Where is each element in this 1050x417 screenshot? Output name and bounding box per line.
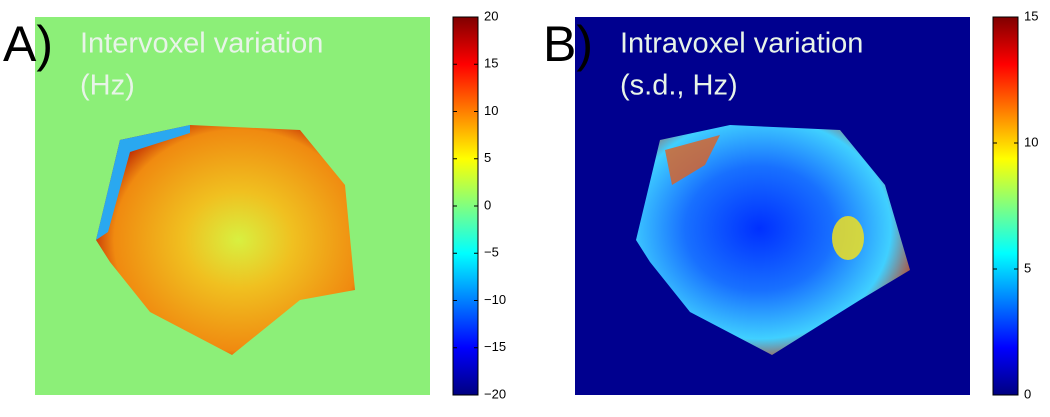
colorbar-frame: [452, 16, 479, 396]
colorbar-tick-label: 5: [484, 150, 491, 165]
panel-title: (Hz): [80, 70, 135, 102]
panel-a-image: [35, 17, 430, 395]
colorbar-tick-label: −10: [484, 292, 506, 307]
panel-label: B): [543, 16, 593, 72]
colorbar-tick-label: 5: [1024, 260, 1031, 275]
colorbar-b: [993, 17, 1018, 395]
colorbar-tick-label: 10: [1024, 134, 1038, 149]
colorbar-tick-label: 15: [1024, 8, 1038, 23]
panel-title: (s.d., Hz): [620, 70, 738, 102]
panel-label: A): [3, 16, 53, 72]
colorbar-tick-label: −20: [484, 386, 506, 401]
colorbar-tick-label: 20: [484, 8, 498, 23]
colorbar-tick-label: 0: [1024, 386, 1031, 401]
colorbar-tick-label: −15: [484, 339, 506, 354]
colorbar-a: [453, 17, 478, 395]
panel-title: Intervoxel variation: [80, 28, 323, 60]
colorbar-frame: [992, 16, 1019, 396]
panel-title: Intravoxel variation: [620, 28, 863, 60]
colorbar-tick-label: 15: [484, 56, 498, 71]
colorbar-tick-label: 0: [484, 197, 491, 212]
colorbar-tick-label: 10: [484, 103, 498, 118]
panel-b-image: [575, 17, 970, 395]
colorbar-tick-label: −5: [484, 245, 499, 260]
